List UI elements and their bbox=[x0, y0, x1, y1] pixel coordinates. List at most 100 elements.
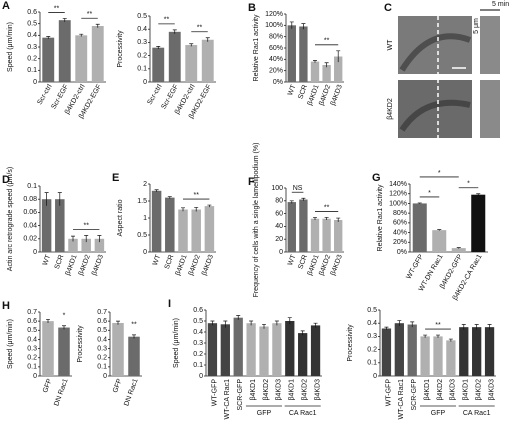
group-label: CA Rac1 bbox=[463, 410, 491, 417]
significance-label: * bbox=[467, 181, 470, 188]
y-tick-label: 0.6 bbox=[97, 318, 107, 325]
x-tick-label: WT-CA Rac1 bbox=[224, 379, 231, 420]
y-tick-label: 0.4 bbox=[27, 32, 37, 39]
bar bbox=[322, 65, 331, 82]
error-bar bbox=[384, 326, 389, 330]
error-bar bbox=[62, 18, 67, 22]
bar bbox=[394, 323, 404, 376]
bar bbox=[287, 25, 296, 82]
significance-label: ** bbox=[54, 5, 60, 12]
significance-label: ** bbox=[324, 38, 330, 45]
micrograph bbox=[398, 16, 472, 74]
error-bar bbox=[287, 317, 292, 325]
y-tick-label: 0 bbox=[103, 373, 107, 380]
x-tick-label: β4KD2 bbox=[476, 379, 483, 401]
bar bbox=[484, 327, 495, 376]
y-tick-label: 0.1 bbox=[97, 364, 107, 371]
x-tick-label: β4KD2 bbox=[302, 379, 309, 401]
error-bar bbox=[397, 320, 402, 326]
y-tick-label: 0.4 bbox=[137, 26, 147, 33]
y-tick-label: 0 bbox=[33, 249, 37, 256]
x-tick-label: WT-GFP bbox=[385, 379, 392, 407]
bar bbox=[68, 238, 78, 252]
y-tick-label: 0.1 bbox=[27, 67, 37, 74]
x-tick-label: WT-CA Rac1 bbox=[398, 379, 405, 420]
y-tick-label: 0.3 bbox=[27, 44, 37, 51]
group-label: GFP bbox=[257, 410, 272, 417]
bar bbox=[112, 322, 124, 376]
y-tick-label: 0 bbox=[33, 79, 37, 86]
y-tick-label: 0.3 bbox=[137, 39, 147, 46]
y-tick-label: 0.6 bbox=[27, 9, 37, 16]
error-bar bbox=[62, 325, 66, 330]
panel-letter: E bbox=[112, 172, 119, 184]
y-tick-label: 20 bbox=[275, 236, 283, 243]
y-tick-label: 0.7 bbox=[97, 309, 107, 316]
panel-letter: G bbox=[372, 172, 381, 184]
bar bbox=[420, 336, 430, 376]
y-tick-label: 100 bbox=[271, 185, 283, 192]
error-bar bbox=[474, 324, 479, 330]
x-tick-label: SCR bbox=[297, 254, 309, 270]
error-bar bbox=[289, 200, 294, 204]
x-tick-label: Scr-ctrl bbox=[36, 83, 53, 106]
error-bar bbox=[172, 29, 177, 34]
bar bbox=[285, 321, 295, 376]
bar bbox=[55, 199, 65, 252]
bar bbox=[287, 202, 296, 252]
error-bar bbox=[210, 320, 215, 326]
y-tick-label: 60% bbox=[269, 45, 283, 52]
x-tick-label: β4KD1 bbox=[424, 379, 431, 401]
y-axis-label: Processivity bbox=[117, 30, 124, 68]
y-tick-label: 0.3 bbox=[193, 340, 203, 347]
bar bbox=[451, 248, 466, 252]
y-axis-label: Frequency of cells with a single lamelli… bbox=[253, 143, 260, 298]
significance-label: ** bbox=[87, 11, 93, 18]
x-tick-label: WT bbox=[152, 253, 163, 266]
y-tick-label: 0.5 bbox=[193, 318, 203, 325]
bar bbox=[310, 325, 321, 376]
error-bar bbox=[336, 217, 341, 222]
y-tick-label: 0.6 bbox=[193, 307, 203, 314]
y-tick-label: 0.1 bbox=[137, 66, 147, 73]
y-tick-label: 0.2 bbox=[137, 52, 147, 59]
error-bar bbox=[274, 320, 279, 326]
bar bbox=[81, 238, 91, 252]
bar bbox=[471, 194, 486, 252]
x-tick-label: β4KD1 bbox=[289, 379, 296, 401]
bar bbox=[233, 317, 243, 376]
y-tick-label: 0.5 bbox=[97, 327, 107, 334]
y-axis-label: Speed (μm/min) bbox=[173, 318, 180, 368]
error-bar bbox=[410, 321, 415, 328]
y-axis-label: Processivity bbox=[347, 324, 354, 362]
error-bar bbox=[79, 33, 84, 37]
micrograph bbox=[398, 80, 472, 138]
x-tick-label: DN Rac1 bbox=[53, 378, 69, 407]
bar bbox=[259, 326, 269, 376]
y-tick-label: 0.5 bbox=[137, 13, 147, 20]
bar bbox=[310, 218, 320, 252]
y-tick-label: 0.4 bbox=[97, 336, 107, 343]
error-bar bbox=[313, 322, 318, 328]
cell-edge bbox=[399, 33, 472, 132]
bar bbox=[204, 206, 215, 252]
significance-label: NS bbox=[293, 185, 303, 192]
y-tick-label: 80 bbox=[275, 198, 283, 205]
x-tick-label: β4KD1 bbox=[175, 254, 189, 277]
x-tick-label: β4KD1 bbox=[463, 379, 470, 401]
y-tick-label: 0.2 bbox=[367, 346, 377, 353]
bar bbox=[334, 220, 343, 252]
panel-letter: A bbox=[2, 0, 10, 12]
bar bbox=[246, 323, 256, 376]
panel-letter: B bbox=[248, 2, 256, 14]
significance-label: ** bbox=[131, 322, 137, 329]
y-tick-label: 0.3 bbox=[27, 345, 37, 352]
significance-label: ** bbox=[83, 222, 89, 229]
y-tick-label: 0.3 bbox=[367, 333, 377, 340]
y-tick-label: 0.08 bbox=[23, 196, 37, 203]
error-bar bbox=[189, 43, 194, 47]
error-bar bbox=[487, 324, 492, 330]
error-bar bbox=[324, 217, 329, 220]
error-bar bbox=[116, 320, 120, 325]
